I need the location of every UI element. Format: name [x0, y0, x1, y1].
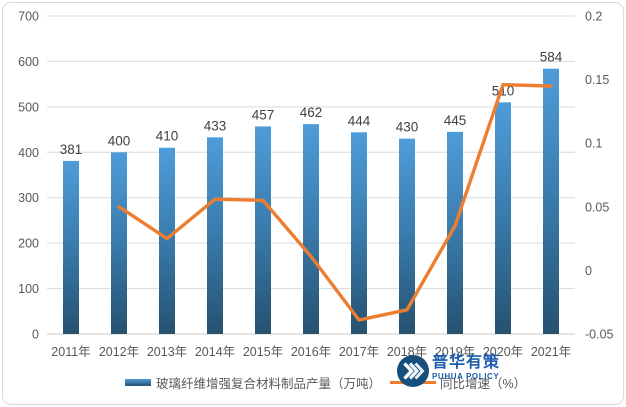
legend-item-production: 玻璃纤维增强复合材料制品产量（万吨）: [125, 373, 381, 392]
right-axis-tick-label: 0.15: [585, 73, 609, 87]
left-axis-tick-label: 300: [18, 191, 39, 205]
bar-value-label: 381: [60, 142, 83, 157]
legend-label-growth: 同比增速（%）: [440, 377, 527, 391]
legend-label-production: 玻璃纤维增强复合材料制品产量（万吨）: [156, 377, 382, 391]
bar-2013: [159, 147, 175, 334]
x-axis-label: 2020年: [483, 345, 523, 359]
left-axis-tick-label: 700: [18, 10, 39, 24]
right-axis-tick-label: -0.05: [585, 328, 614, 342]
growth-rate-line: [117, 82, 553, 322]
x-axis-label: 2017年: [339, 345, 379, 359]
left-axis-tick-label: 0: [32, 328, 39, 342]
chevrons-icon: [403, 362, 425, 380]
bar-2016: [303, 124, 319, 335]
bar-2011: [63, 160, 79, 334]
x-axis-label: 2016年: [291, 345, 331, 359]
bar-2017: [351, 132, 367, 334]
x-axis-label: 2015年: [243, 345, 283, 359]
right-axis-tick-label: 0.2: [585, 10, 602, 24]
bar-value-label: 444: [348, 113, 371, 128]
bar-value-label: 433: [204, 118, 227, 133]
bar-2021: [543, 68, 559, 334]
bar-2015: [255, 126, 271, 335]
x-axis-label: 2013年: [147, 345, 187, 359]
bar-value-label: 400: [108, 133, 131, 148]
bar-2018: [399, 138, 415, 334]
x-axis-label: 2014年: [195, 345, 235, 359]
bar-value-label: 430: [396, 120, 419, 135]
x-axis-label: 2011年: [51, 345, 90, 359]
bar-series-swatch-icon: [125, 379, 151, 386]
bar-value-label: 457: [252, 107, 275, 122]
x-axis-label: 2021年: [531, 345, 571, 359]
left-axis-tick-label: 500: [18, 100, 39, 114]
bar-2014: [207, 137, 223, 334]
bar-2012: [111, 152, 127, 334]
right-axis-tick-label: 0.05: [585, 200, 609, 214]
x-axis-label: 2019年: [435, 345, 475, 359]
right-axis-tick-label: 0: [585, 264, 592, 278]
right-axis-tick-label: 0.1: [585, 137, 602, 151]
bar-2019: [447, 131, 463, 334]
left-axis-tick-label: 600: [18, 55, 39, 69]
left-axis-tick-label: 400: [18, 146, 39, 160]
left-axis-tick-label: 100: [18, 282, 39, 296]
puhua-logo-text: 普华有策 PUHUA POLICY: [432, 355, 500, 381]
bar-value-label: 410: [156, 129, 179, 144]
x-axis-label: 2012年: [99, 345, 139, 359]
puhua-logo-name-cn: 普华有策: [432, 354, 501, 371]
puhua-logo-icon: [397, 355, 429, 387]
combo-chart-plot: 700 600 500 400 300 200 100 0 0.2 0.15 0.1 0.05 0 -0.…: [18, 10, 614, 360]
bar-value-label: 510: [492, 83, 515, 98]
puhua-logo-name-en: PUHUA POLICY: [432, 372, 500, 381]
bar-value-label: 445: [444, 113, 467, 128]
puhua-watermark: 普华有策 PUHUA POLICY: [397, 355, 500, 387]
bar-value-label: 584: [540, 50, 563, 65]
bar-2020: [495, 102, 511, 334]
bar-value-label: 462: [300, 105, 323, 120]
left-axis-tick-label: 200: [18, 237, 39, 251]
